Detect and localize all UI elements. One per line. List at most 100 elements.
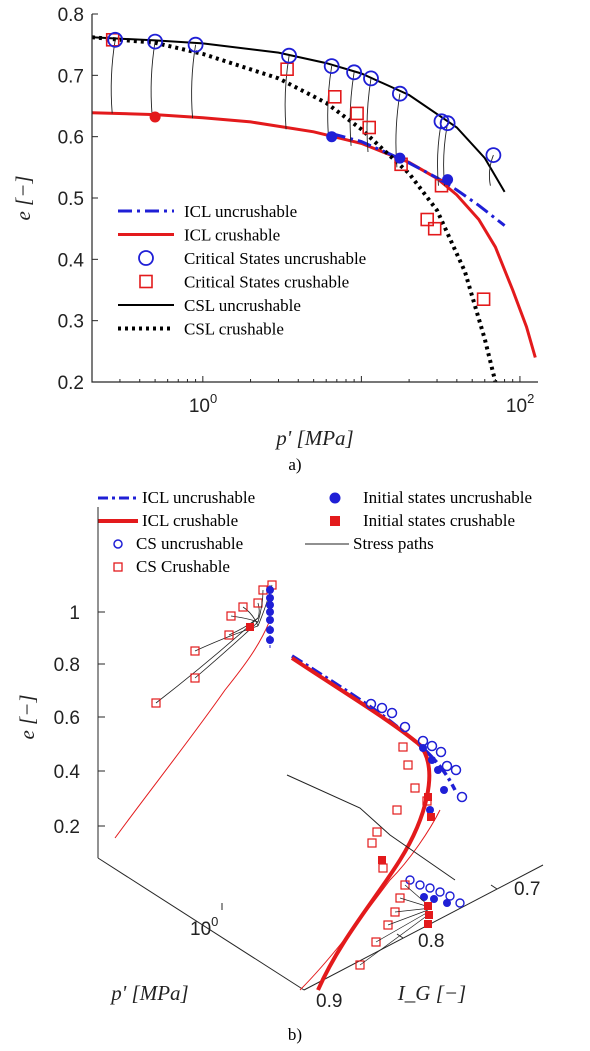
stress-path [242, 606, 259, 627]
ytick-label: 0.8 [58, 5, 84, 26]
critical-state-uncrushable-marker [346, 64, 363, 81]
legend-swatch [138, 250, 154, 266]
panel-b-plot [114, 580, 468, 991]
legend-swatch [113, 539, 123, 549]
floor-cs-crushable-marker [395, 893, 405, 903]
legend-swatch [329, 492, 341, 504]
cs-crushable-marker [403, 760, 413, 770]
panel-b-axes [97, 507, 544, 991]
stress-path [359, 914, 429, 966]
floor-cs-crushable-marker [355, 960, 365, 970]
panel-b-ytick-2: 0.9 [316, 991, 342, 1012]
critical-state-crushable-marker [427, 221, 442, 236]
panel-a-legend: ICL uncrushable ICL crushable Critical Sta… [118, 202, 366, 339]
initial-state-uncrushable-marker [266, 626, 274, 634]
initial-state-crushable-marker [424, 793, 432, 801]
legend-label: CSL uncrushable [184, 296, 301, 315]
critical-state-uncrushable-marker [107, 31, 124, 48]
legend-swatch [139, 274, 153, 289]
initial-state-marker [394, 152, 406, 164]
critical-state-crushable-marker [434, 178, 449, 193]
cs-crushable-marker [226, 611, 236, 621]
cs-uncrushable-marker [386, 707, 398, 719]
cs-uncrushable-marker [435, 746, 447, 758]
xtick-label: 100 [189, 391, 217, 417]
floor-cs-uncrushable-marker [455, 898, 465, 908]
panel-a-plot-area [92, 14, 538, 382]
xtick-label: 102 [506, 391, 534, 417]
initial-state-uncrushable-marker [266, 636, 274, 644]
panel-a-series [91, 35, 537, 383]
cs-crushable-marker [398, 742, 408, 752]
projection-floor-crushable [299, 809, 441, 991]
ytick-label: 0.5 [58, 189, 84, 210]
floor-guide-line [286, 774, 456, 881]
initial-state-marker [149, 111, 161, 123]
icl-uncrushable-line [331, 132, 506, 227]
stress-path [399, 897, 429, 907]
critical-state-uncrushable-marker [363, 70, 379, 87]
critical-state-crushable-marker [327, 90, 342, 104]
stress-path [155, 617, 259, 704]
critical-state-crushable-marker [350, 106, 364, 121]
initial-state-uncrushable-marker [419, 744, 427, 752]
initial-state-uncrushable-marker [266, 608, 274, 616]
icl-crushable-line [91, 111, 537, 358]
projection-crushable-line [114, 619, 271, 839]
critical-state-uncrushable-marker [433, 113, 450, 130]
stress-path [387, 909, 429, 926]
cs-crushable-marker [190, 673, 200, 683]
panel-b-y-tick-07 [490, 884, 498, 890]
legend-label: Initial states crushable [363, 511, 515, 530]
stress-path [228, 617, 259, 636]
critical-state-uncrushable-marker [485, 147, 502, 164]
panel-b-ztick-4: 1 [69, 603, 80, 624]
floor-cs-crushable-marker [383, 920, 393, 930]
stress-path [257, 602, 260, 619]
panel-b-xtick-0: 100 [190, 914, 218, 940]
legend-label: Initial states uncrushable [363, 488, 532, 507]
initial-state-crushable-marker [246, 623, 254, 631]
critical-state-uncrushable-marker [187, 36, 204, 53]
floor-initial-uncrushable-marker [443, 899, 451, 907]
panel-b-caption: b) [288, 1025, 302, 1044]
floor-cs-crushable-marker [371, 937, 381, 947]
cs-crushable-marker [410, 783, 420, 793]
panel-b-ztick-0: 0.2 [54, 817, 80, 838]
legend-label: CS uncrushable [136, 534, 243, 553]
initial-state-uncrushable-marker [428, 756, 436, 764]
ytick-label: 0.6 [58, 128, 84, 149]
floor-cs-crushable-marker [390, 907, 400, 917]
cs-crushable-marker [224, 630, 234, 640]
floor-cs-crushable-marker [400, 880, 410, 890]
cs-uncrushable-marker [365, 698, 377, 710]
csl-uncrushable-line [91, 36, 506, 193]
panel-b-ytick-0: 0.7 [514, 879, 540, 900]
initial-state-uncrushable-marker [426, 806, 434, 814]
panel-b-xlabel: p' [MPa] [109, 981, 188, 1005]
legend-swatch [330, 516, 340, 526]
cs-crushable-marker [372, 827, 382, 837]
critical-state-uncrushable-marker [147, 33, 164, 50]
cs-crushable-marker [151, 698, 161, 708]
cs-uncrushable-marker [441, 760, 453, 772]
critical-state-crushable-marker [420, 212, 435, 227]
initial-state-uncrushable-marker [434, 766, 442, 774]
panel-a-markers [105, 31, 502, 307]
panel-a: 0.2 0.3 0.4 0.5 0.6 0.7 0.8 100 102 e [−] p' [MP… [11, 5, 538, 474]
stress-path [488, 154, 494, 186]
floor-cs-uncrushable-marker [425, 883, 435, 893]
cs-crushable-marker [367, 838, 377, 848]
ytick-label: 0.3 [58, 312, 84, 333]
ytick-label: 0.7 [58, 66, 84, 87]
panel-b-ztick-2: 0.6 [54, 708, 80, 729]
floor-initial-crushable-marker [424, 902, 432, 910]
ytick-label: 0.2 [58, 373, 84, 394]
panel-b-legend: ICL uncrushable Initial states uncrushabl… [98, 488, 532, 576]
panel-b-y-axis [303, 864, 544, 991]
legend-label: ICL uncrushable [184, 202, 297, 221]
cs-uncrushable-marker [399, 721, 411, 733]
panel-a-caption: a) [288, 455, 301, 474]
initial-state-crushable-marker [378, 856, 386, 864]
